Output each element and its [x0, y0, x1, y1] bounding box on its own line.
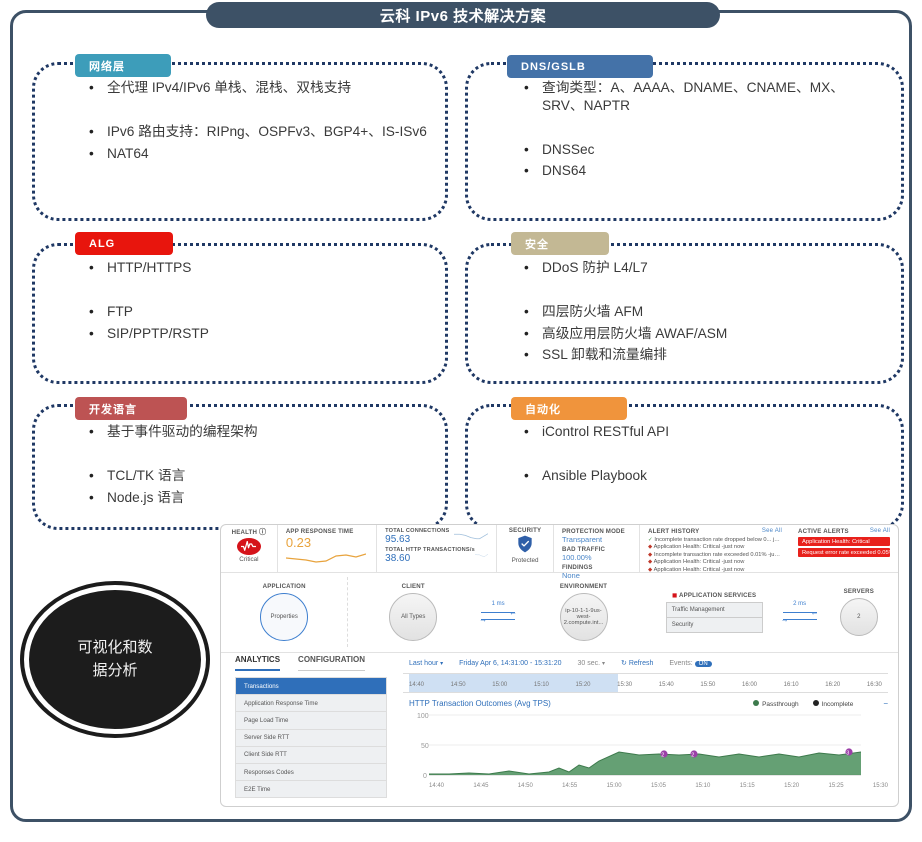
svg-text:2: 2	[691, 753, 694, 759]
svg-text:2: 2	[661, 753, 664, 759]
svg-text:0: 0	[423, 773, 427, 780]
svg-text:50: 50	[421, 743, 429, 750]
svg-text:100: 100	[417, 713, 429, 720]
svg-text:3: 3	[846, 751, 849, 757]
